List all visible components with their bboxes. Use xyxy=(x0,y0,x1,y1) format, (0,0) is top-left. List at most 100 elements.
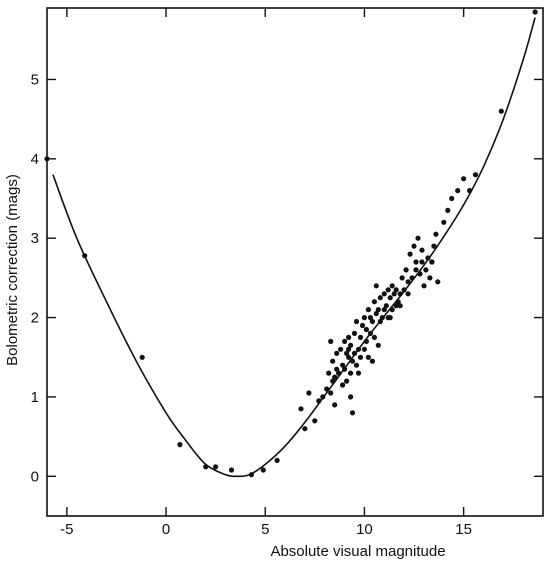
fitted-curve xyxy=(52,17,536,478)
data-point xyxy=(363,338,369,344)
x-tick-label: 5 xyxy=(261,521,269,538)
data-point xyxy=(332,374,338,380)
data-point xyxy=(306,390,312,396)
data-point xyxy=(324,386,330,392)
data-point xyxy=(532,9,538,15)
y-tick-label: 0 xyxy=(31,468,39,485)
data-point xyxy=(369,358,375,364)
plot-frame xyxy=(46,7,544,517)
data-point xyxy=(393,287,399,293)
data-point xyxy=(417,271,423,277)
data-point xyxy=(367,315,373,321)
data-point xyxy=(213,464,219,470)
data-point xyxy=(403,267,409,273)
axis-ticks xyxy=(47,8,543,516)
data-point xyxy=(377,295,383,301)
data-point xyxy=(203,464,209,470)
data-point xyxy=(373,311,379,317)
x-axis-title: Absolute visual magnitude xyxy=(270,543,445,560)
data-point xyxy=(383,303,389,309)
data-point xyxy=(367,330,373,336)
data-point xyxy=(344,350,350,356)
data-point xyxy=(334,366,340,372)
data-point xyxy=(409,275,415,281)
data-point xyxy=(357,354,364,360)
data-point xyxy=(346,354,352,360)
data-point xyxy=(389,283,395,289)
y-tick-label: 3 xyxy=(31,230,39,247)
data-point xyxy=(328,338,334,344)
data-point xyxy=(365,307,371,313)
data-point xyxy=(359,322,366,329)
data-point xyxy=(391,291,397,297)
data-point xyxy=(340,362,346,368)
x-tick-label: -5 xyxy=(60,521,73,538)
data-point xyxy=(346,334,352,340)
x-tick-label: 10 xyxy=(356,521,373,538)
data-point xyxy=(312,418,318,424)
data-point xyxy=(349,358,356,364)
data-point xyxy=(320,394,326,400)
data-point xyxy=(401,287,407,293)
x-tick-label: 15 xyxy=(455,521,472,538)
data-point xyxy=(82,253,88,259)
data-point xyxy=(357,334,364,340)
data-point xyxy=(344,378,350,384)
data-point xyxy=(328,390,334,396)
data-point xyxy=(467,188,473,194)
data-point xyxy=(441,219,447,225)
data-point xyxy=(326,370,332,376)
data-point xyxy=(421,283,427,289)
data-point xyxy=(411,243,417,249)
data-point xyxy=(405,291,411,297)
x-tick-label: 0 xyxy=(162,521,170,538)
data-point xyxy=(415,235,421,241)
data-point xyxy=(316,398,322,404)
data-point xyxy=(397,303,403,309)
data-point xyxy=(377,318,383,325)
data-point xyxy=(419,247,425,253)
data-point xyxy=(385,287,391,293)
data-point xyxy=(332,402,338,408)
y-tick-label: 2 xyxy=(31,310,39,327)
data-point xyxy=(413,259,419,265)
data-point xyxy=(342,338,348,344)
data-point xyxy=(395,299,401,305)
data-point xyxy=(423,267,429,273)
data-point xyxy=(346,346,352,352)
data-point xyxy=(399,275,405,281)
data-point xyxy=(445,207,451,213)
data-point xyxy=(405,279,411,285)
data-point xyxy=(353,362,360,368)
data-point xyxy=(353,318,360,325)
data-point xyxy=(260,467,266,473)
data-point xyxy=(375,307,381,313)
data-point xyxy=(387,295,393,301)
data-point xyxy=(365,354,371,360)
data-point xyxy=(371,299,377,305)
data-point xyxy=(379,315,385,321)
axis-tick-labels: -5 0 5 10 15 0 1 2 3 4 5 xyxy=(31,71,472,538)
data-point xyxy=(419,259,425,265)
data-point xyxy=(361,346,367,352)
data-point xyxy=(425,255,431,261)
data-point xyxy=(348,342,354,348)
data-point xyxy=(348,370,354,376)
data-point xyxy=(44,156,50,162)
data-point xyxy=(397,291,403,297)
data-point xyxy=(348,394,354,400)
data-point xyxy=(139,354,145,360)
data-point xyxy=(431,243,437,249)
data-point xyxy=(375,342,381,348)
data-point xyxy=(363,326,369,333)
data-point xyxy=(381,307,387,313)
data-point xyxy=(472,172,479,178)
y-tick-label: 1 xyxy=(31,389,39,406)
data-point xyxy=(302,426,308,432)
data-point xyxy=(389,307,395,313)
data-point xyxy=(274,457,280,463)
data-point xyxy=(427,275,433,281)
data-point xyxy=(330,378,336,384)
data-point xyxy=(177,442,183,448)
